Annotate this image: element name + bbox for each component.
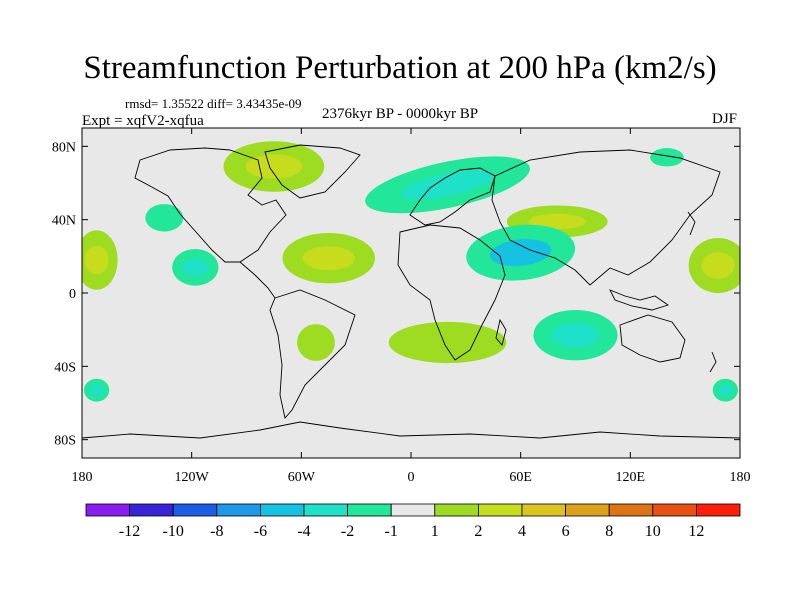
coast-greenland	[264, 144, 361, 199]
colorbar-swatch	[696, 503, 741, 517]
anomaly-core	[245, 154, 303, 179]
x-tick-label: 60W	[288, 470, 316, 485]
colorbar-label: 1	[431, 523, 439, 540]
coast-asia	[491, 149, 721, 286]
colorbar-swatch	[652, 503, 697, 517]
colorbar-swatch	[172, 503, 218, 517]
season-label: DJF	[712, 111, 738, 127]
anomaly-south-america-positive	[297, 324, 335, 361]
anomaly-arctic-negative	[650, 148, 684, 167]
colorbar-label: -1	[385, 523, 398, 540]
x-tick-label: 120W	[175, 470, 210, 485]
anomaly-south-pacific-east	[712, 378, 738, 402]
chart-title: Streamfunction Perturbation at 200 hPa (…	[83, 50, 717, 86]
anomaly-tropical-atlantic-negative	[172, 249, 219, 286]
x-tick-label: 0	[408, 470, 415, 485]
y-tick-label: 80N	[52, 140, 76, 155]
anomaly-north-atlantic-positive	[282, 232, 375, 284]
x-tick-label: 60E	[509, 470, 532, 485]
anomaly-south-atlantic-positive	[388, 321, 507, 364]
colorbar: -12 -10 -8 -6 -4 -2 -1 1 2 4 6 8 10 12	[85, 503, 741, 540]
coast-maritime	[609, 289, 670, 311]
anomaly-east-pacific-negative	[145, 204, 184, 232]
stats-text: rmsd= 1.35522 diff= 3.43435e-09	[125, 96, 302, 111]
anomaly-outer	[145, 204, 184, 232]
colorbar-label: 4	[518, 523, 526, 540]
coast-madagascar	[495, 318, 507, 346]
colorbar-swatch	[216, 503, 261, 517]
y-tick-label: 40N	[52, 214, 76, 229]
y-tick-label: 0	[69, 287, 76, 302]
y-axis: 80N 40N 0 40S 80S	[52, 140, 740, 449]
experiment-label: Expt = xqfV2-xqfua	[82, 113, 204, 129]
coast-north-america	[134, 147, 287, 263]
anomaly-outer	[388, 321, 507, 364]
colorbar-swatch	[303, 503, 348, 517]
x-tick-label: 180	[72, 470, 93, 485]
coast-japan	[687, 211, 696, 236]
anomaly-core	[89, 384, 104, 396]
anomaly-layer	[82, 141, 740, 402]
colorbar-swatch	[129, 503, 174, 517]
anomaly-core	[182, 258, 209, 277]
colorbar-label: 10	[645, 523, 661, 540]
colorbar-swatch	[565, 503, 610, 517]
coast-australia	[619, 314, 686, 363]
anomaly-core	[302, 246, 355, 271]
coast-central-america	[239, 261, 276, 299]
period-label: 2376kyr BP - 0000kyr BP	[322, 106, 479, 122]
colorbar-label: 6	[562, 523, 570, 540]
colorbar-label: -8	[210, 523, 223, 540]
anomaly-core	[401, 170, 495, 200]
colorbar-swatch	[85, 503, 130, 517]
colorbar-label: -10	[163, 523, 184, 540]
colorbar-swatch	[259, 503, 305, 517]
colorbar-label: -4	[297, 523, 310, 540]
anomaly-outer	[650, 148, 684, 167]
colorbar-label: -6	[254, 523, 267, 540]
anomaly-core	[701, 252, 735, 279]
colorbar-swatch	[521, 503, 566, 517]
anomaly-central-pacific-positive	[82, 230, 118, 290]
x-tick-label: 120E	[616, 470, 646, 485]
anomaly-indian-ocean-negative	[533, 309, 618, 361]
anomaly-arabia-negative	[466, 224, 576, 281]
coastlines	[82, 144, 740, 439]
coast-africa	[397, 224, 506, 361]
colorbar-swatch	[434, 503, 479, 517]
anomaly-core	[528, 213, 586, 230]
colorbar-swatch	[390, 503, 436, 517]
y-tick-label: 40S	[54, 360, 76, 375]
coast-antarctica	[82, 421, 740, 439]
anomaly-core	[84, 245, 109, 275]
colorbar-label: 12	[688, 523, 704, 540]
anomaly-west-pacific-positive	[688, 238, 740, 293]
colorbar-label: 2	[474, 523, 482, 540]
anomaly-outer	[297, 324, 335, 361]
y-tick-label: 80S	[54, 434, 76, 449]
x-tick-label: 180	[730, 470, 751, 485]
colorbar-label: -2	[341, 523, 354, 540]
anomaly-greenland-positive	[223, 141, 325, 192]
coast-new-zealand	[709, 351, 717, 373]
colorbar-swatch	[477, 503, 523, 517]
colorbar-swatch	[347, 503, 392, 517]
anomaly-core	[718, 384, 733, 396]
x-axis: 180 120W 60W 0 60E 120E 180	[72, 128, 751, 485]
colorbar-swatch	[608, 503, 654, 517]
colorbar-label: -12	[119, 523, 140, 540]
anomaly-south-pacific-positive	[84, 378, 110, 402]
anomaly-core	[551, 323, 600, 348]
colorbar-label: 8	[605, 523, 613, 540]
anomaly-eurasia-negative	[365, 156, 530, 214]
coast-south-america	[269, 289, 356, 419]
